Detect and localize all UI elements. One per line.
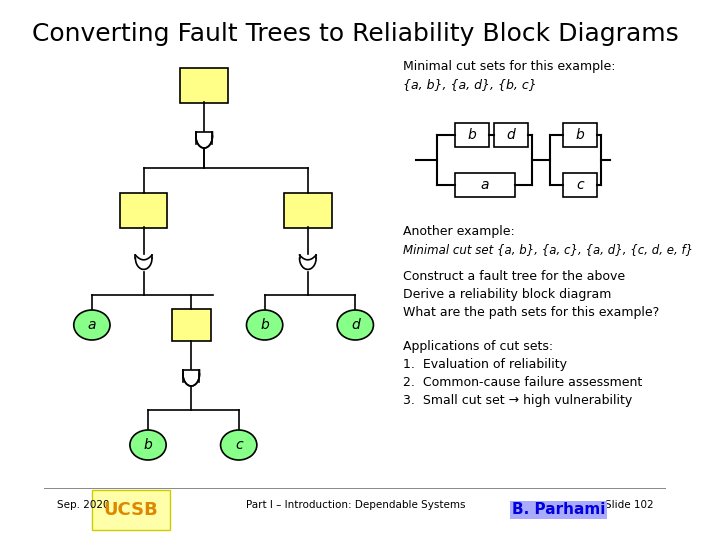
Text: a: a — [481, 178, 489, 192]
Polygon shape — [183, 370, 199, 386]
Text: a: a — [88, 318, 96, 332]
Text: b: b — [144, 438, 153, 452]
Text: b: b — [260, 318, 269, 332]
Text: UCSB: UCSB — [104, 501, 158, 519]
Text: 3.  Small cut set → high vulnerability: 3. Small cut set → high vulnerability — [402, 394, 632, 407]
Text: Another example:: Another example: — [402, 225, 515, 238]
Text: b: b — [467, 128, 477, 142]
Text: b: b — [575, 128, 584, 142]
FancyBboxPatch shape — [92, 490, 170, 530]
Text: {a, b}, {a, d}, {b, c}: {a, b}, {a, d}, {b, c} — [402, 78, 536, 91]
FancyBboxPatch shape — [172, 309, 211, 341]
Ellipse shape — [337, 310, 374, 340]
Text: Derive a reliability block diagram: Derive a reliability block diagram — [402, 288, 611, 301]
Text: Minimal cut set {a, b}, {a, c}, {a, d}, {c, d, e, f}: Minimal cut set {a, b}, {a, c}, {a, d}, … — [402, 243, 693, 256]
Ellipse shape — [73, 310, 110, 340]
Ellipse shape — [246, 310, 283, 340]
Text: 2.  Common-cause failure assessment: 2. Common-cause failure assessment — [402, 376, 642, 389]
Ellipse shape — [130, 430, 166, 460]
FancyBboxPatch shape — [181, 68, 228, 103]
FancyBboxPatch shape — [493, 123, 528, 147]
Text: Minimal cut sets for this example:: Minimal cut sets for this example: — [402, 60, 616, 73]
Polygon shape — [196, 132, 212, 148]
Text: B. Parhami: B. Parhami — [512, 503, 605, 517]
Text: c: c — [235, 438, 243, 452]
Text: Converting Fault Trees to Reliability Block Diagrams: Converting Fault Trees to Reliability Bl… — [32, 22, 679, 46]
FancyBboxPatch shape — [562, 173, 597, 197]
Text: Sep. 2020: Sep. 2020 — [58, 500, 110, 510]
Text: d: d — [506, 128, 515, 142]
Text: What are the path sets for this example?: What are the path sets for this example? — [402, 306, 659, 319]
FancyBboxPatch shape — [284, 192, 332, 227]
FancyBboxPatch shape — [454, 173, 515, 197]
Text: Applications of cut sets:: Applications of cut sets: — [402, 340, 553, 353]
Text: d: d — [351, 318, 360, 332]
FancyBboxPatch shape — [120, 192, 168, 227]
Text: Slide 102: Slide 102 — [605, 500, 653, 510]
Text: c: c — [576, 178, 584, 192]
Text: Construct a fault tree for the above: Construct a fault tree for the above — [402, 270, 625, 283]
Text: Part I – Introduction: Dependable Systems: Part I – Introduction: Dependable System… — [246, 500, 465, 510]
Text: 1.  Evaluation of reliability: 1. Evaluation of reliability — [402, 358, 567, 371]
Ellipse shape — [220, 430, 257, 460]
FancyBboxPatch shape — [454, 123, 489, 147]
FancyBboxPatch shape — [562, 123, 597, 147]
